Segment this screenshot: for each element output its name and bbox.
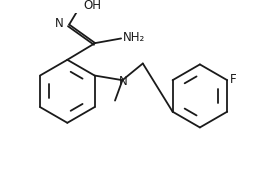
Text: OH: OH: [83, 0, 101, 12]
Text: N: N: [119, 75, 128, 88]
Text: N: N: [55, 17, 64, 30]
Text: F: F: [230, 73, 237, 86]
Text: NH₂: NH₂: [123, 31, 145, 44]
